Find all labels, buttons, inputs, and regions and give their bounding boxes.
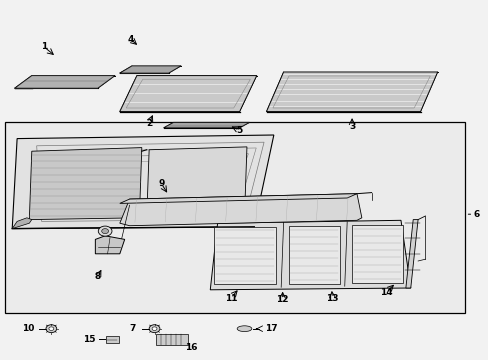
Circle shape [98,226,112,236]
Bar [351,225,403,283]
Polygon shape [405,220,417,288]
Polygon shape [120,76,256,112]
Polygon shape [12,135,273,229]
Circle shape [152,327,157,330]
Text: 15: 15 [83,335,96,344]
Bar [214,227,276,284]
Text: 16: 16 [185,343,198,352]
Text: 2: 2 [146,119,152,128]
Text: 4: 4 [127,35,134,44]
Text: 6: 6 [473,210,479,219]
Text: 14: 14 [379,288,392,297]
Circle shape [46,325,57,333]
Text: 13: 13 [325,294,338,302]
Polygon shape [120,194,361,226]
Polygon shape [163,122,249,128]
Circle shape [102,229,108,234]
Text: 11: 11 [224,294,237,302]
Text: 1: 1 [41,42,47,51]
Text: 10: 10 [22,324,35,333]
Bar [5,122,464,313]
Bar [288,226,339,284]
Text: 7: 7 [129,324,136,333]
Text: 9: 9 [158,179,164,188]
Circle shape [49,327,54,330]
Bar [105,336,119,343]
Polygon shape [146,147,246,219]
Polygon shape [120,66,181,73]
Polygon shape [12,218,32,229]
Polygon shape [210,220,410,290]
Bar [156,334,188,345]
Polygon shape [120,194,356,203]
Text: 5: 5 [236,126,242,135]
Text: 3: 3 [348,122,354,131]
Polygon shape [15,76,115,88]
Circle shape [149,325,160,333]
Polygon shape [95,236,124,254]
Polygon shape [29,148,142,220]
Polygon shape [266,72,437,112]
Ellipse shape [237,326,251,332]
Text: 17: 17 [264,324,277,333]
Text: 12: 12 [276,295,288,304]
Text: 8: 8 [95,272,101,281]
